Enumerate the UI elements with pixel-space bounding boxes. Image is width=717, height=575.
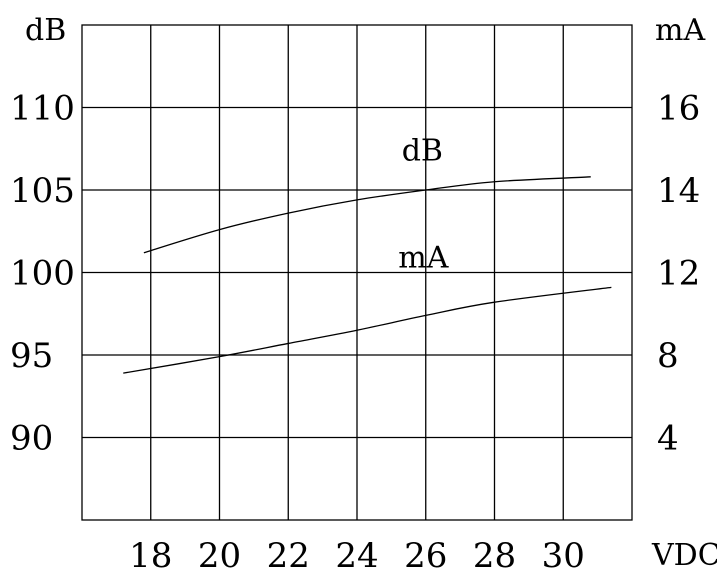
series-line-db	[143, 176, 591, 254]
y-left-axis-label: dB	[25, 13, 66, 48]
y-right-tick-label: 16	[657, 89, 700, 129]
y-left-tick-label: 105	[10, 171, 75, 211]
y-left-tick-label: 110	[10, 89, 75, 129]
y-left-tick-label: 100	[10, 254, 75, 294]
x-tick-label: 18	[129, 536, 172, 575]
x-tick-label: 22	[267, 536, 310, 575]
y-left-tick-label: 90	[10, 419, 53, 459]
curves: dB mA	[123, 133, 612, 374]
axis-labels: dB mA VDC 18 20 22 24 26 28 30 90 4 95 8 100 12 105 14…	[10, 13, 717, 575]
x-axis-label: VDC	[651, 538, 717, 573]
y-right-tick-label: 12	[657, 254, 700, 294]
y-right-tick-label: 4	[657, 419, 679, 459]
y-left-tick-label: 95	[10, 336, 53, 376]
y-right-tick-label: 14	[657, 171, 700, 211]
x-tick-label: 26	[404, 536, 447, 575]
series-label-ma: mA	[398, 241, 448, 276]
x-tick-label: 30	[542, 536, 585, 575]
x-tick-label: 28	[473, 536, 516, 575]
y-right-tick-label: 8	[657, 336, 679, 376]
series-line-ma	[123, 286, 612, 374]
gridlines	[82, 25, 632, 520]
x-tick-label: 20	[198, 536, 241, 575]
x-tick-label: 24	[335, 536, 378, 575]
y-right-axis-label: mA	[655, 13, 705, 48]
series-label-db: dB	[402, 133, 443, 168]
